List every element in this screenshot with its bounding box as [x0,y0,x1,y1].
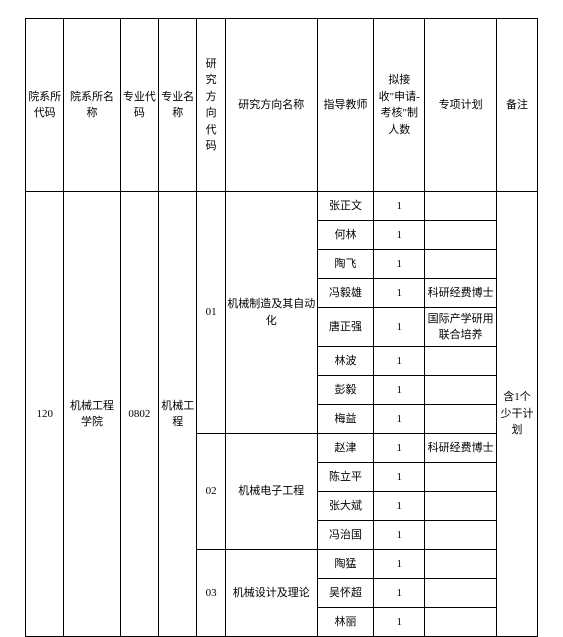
cell-plan: 科研经费博士 [425,279,497,308]
col-dir-code: 研究方向代码 [197,19,225,192]
cell-advisor: 何林 [317,221,373,250]
cell-quota: 1 [374,250,425,279]
cell-dir-code-02: 02 [197,434,225,550]
cell-quota: 1 [374,376,425,405]
col-plan: 专项计划 [425,19,497,192]
admission-table: 院系所代码 院系所名称 专业代码 专业名称 研究方向代码 研究方向名称 指导教师… [25,18,538,637]
cell-quota: 1 [374,492,425,521]
col-major-code: 专业代码 [120,19,158,192]
cell-advisor: 陶飞 [317,250,373,279]
cell-advisor: 梅益 [317,405,373,434]
cell-advisor: 张正文 [317,192,373,221]
cell-advisor: 林波 [317,347,373,376]
cell-plan: 科研经费博士 [425,434,497,463]
col-advisor: 指导教师 [317,19,373,192]
cell-major-code: 0802 [120,192,158,637]
cell-advisor: 林丽 [317,608,373,637]
cell-quota: 1 [374,279,425,308]
cell-dir-name-03: 机械设计及理论 [225,550,317,637]
cell-quota: 1 [374,347,425,376]
cell-plan [425,463,497,492]
cell-plan [425,250,497,279]
cell-advisor: 冯毅雄 [317,279,373,308]
cell-plan [425,192,497,221]
cell-note: 含1个少干计划 [496,192,537,637]
cell-plan [425,347,497,376]
cell-plan [425,608,497,637]
cell-dir-name-02: 机械电子工程 [225,434,317,550]
cell-advisor: 赵津 [317,434,373,463]
cell-advisor: 陶猛 [317,550,373,579]
cell-advisor: 唐正强 [317,308,373,347]
cell-advisor: 彭毅 [317,376,373,405]
col-major-name: 专业名称 [159,19,197,192]
cell-quota: 1 [374,405,425,434]
cell-dept-code: 120 [26,192,64,637]
cell-plan [425,521,497,550]
cell-quota: 1 [374,521,425,550]
header-row: 院系所代码 院系所名称 专业代码 专业名称 研究方向代码 研究方向名称 指导教师… [26,19,538,192]
cell-plan [425,221,497,250]
cell-quota: 1 [374,550,425,579]
page-container: 院系所代码 院系所名称 专业代码 专业名称 研究方向代码 研究方向名称 指导教师… [0,0,563,630]
cell-advisor: 吴怀超 [317,579,373,608]
cell-plan [425,376,497,405]
cell-quota: 1 [374,192,425,221]
col-dir-name: 研究方向名称 [225,19,317,192]
cell-dir-name-01: 机械制造及其自动化 [225,192,317,434]
cell-plan [425,405,497,434]
table-row: 120 机械工程学院 0802 机械工程 01 机械制造及其自动化 张正文 1 … [26,192,538,221]
cell-plan [425,579,497,608]
cell-major-name: 机械工程 [159,192,197,637]
cell-plan [425,492,497,521]
cell-advisor: 张大斌 [317,492,373,521]
cell-quota: 1 [374,308,425,347]
cell-dir-code-01: 01 [197,192,225,434]
cell-quota: 1 [374,579,425,608]
cell-advisor: 冯治国 [317,521,373,550]
cell-quota: 1 [374,434,425,463]
cell-quota: 1 [374,463,425,492]
cell-plan: 国际产学研用联合培养 [425,308,497,347]
cell-advisor: 陈立平 [317,463,373,492]
col-note: 备注 [496,19,537,192]
cell-quota: 1 [374,608,425,637]
col-quota: 拟接收"申请-考核"制人数 [374,19,425,192]
cell-dir-code-03: 03 [197,550,225,637]
cell-plan [425,550,497,579]
cell-dept-name: 机械工程学院 [64,192,120,637]
col-dept-name: 院系所名称 [64,19,120,192]
cell-quota: 1 [374,221,425,250]
col-dept-code: 院系所代码 [26,19,64,192]
